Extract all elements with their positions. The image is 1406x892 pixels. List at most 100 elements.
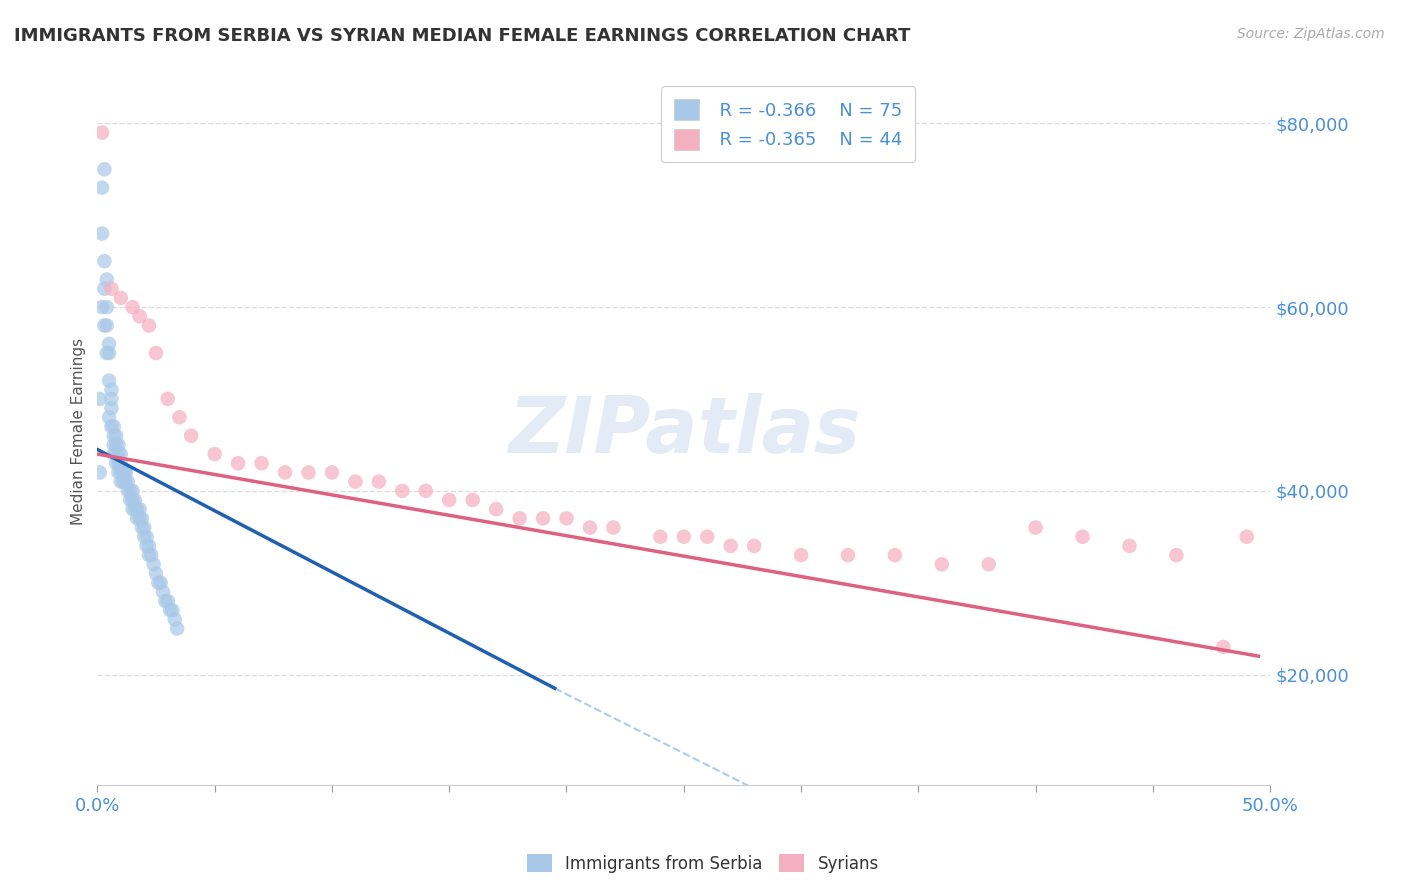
Point xyxy=(93,318,115,333)
Point xyxy=(135,539,157,553)
Point xyxy=(1118,539,1140,553)
Point xyxy=(156,594,179,608)
Point xyxy=(250,456,273,470)
Point xyxy=(145,566,167,581)
Point xyxy=(98,374,121,388)
Point xyxy=(720,539,742,553)
Point xyxy=(415,483,437,498)
Point xyxy=(742,539,765,553)
Point xyxy=(98,336,121,351)
Point xyxy=(367,475,389,489)
Point xyxy=(96,346,118,360)
Point xyxy=(837,548,859,562)
Point xyxy=(128,502,150,516)
Point xyxy=(131,520,153,534)
Point xyxy=(105,456,128,470)
Point xyxy=(1166,548,1188,562)
Point xyxy=(100,282,122,296)
Point xyxy=(121,502,143,516)
Point xyxy=(103,428,125,442)
Point xyxy=(117,475,139,489)
Point xyxy=(166,622,188,636)
Point xyxy=(226,456,249,470)
Text: Source: ZipAtlas.com: Source: ZipAtlas.com xyxy=(1237,27,1385,41)
Point xyxy=(485,502,508,516)
Point xyxy=(650,530,672,544)
Point xyxy=(114,475,136,489)
Point xyxy=(114,466,136,480)
Point xyxy=(107,447,129,461)
Point xyxy=(131,511,153,525)
Point xyxy=(93,254,115,268)
Point xyxy=(100,419,122,434)
Point xyxy=(114,466,136,480)
Point xyxy=(790,548,813,562)
Point xyxy=(1025,520,1047,534)
Point xyxy=(103,447,125,461)
Legend: Immigrants from Serbia, Syrians: Immigrants from Serbia, Syrians xyxy=(520,847,886,880)
Point xyxy=(141,548,163,562)
Point xyxy=(696,530,718,544)
Point xyxy=(169,410,191,425)
Point xyxy=(135,530,157,544)
Point xyxy=(297,466,319,480)
Point xyxy=(103,438,125,452)
Point xyxy=(1212,640,1234,654)
Point xyxy=(602,520,624,534)
Legend:   R = -0.366    N = 75,   R = -0.365    N = 44: R = -0.366 N = 75, R = -0.365 N = 44 xyxy=(661,87,915,162)
Point xyxy=(156,392,179,406)
Point xyxy=(112,466,135,480)
Point xyxy=(91,180,114,194)
Point xyxy=(121,493,143,508)
Point xyxy=(321,466,343,480)
Point xyxy=(531,511,554,525)
Point xyxy=(134,530,156,544)
Point xyxy=(89,466,111,480)
Point xyxy=(110,466,132,480)
Point xyxy=(98,410,121,425)
Point xyxy=(96,300,118,314)
Point xyxy=(163,612,186,626)
Point xyxy=(344,475,367,489)
Point xyxy=(152,585,174,599)
Point xyxy=(124,502,146,516)
Point xyxy=(128,511,150,525)
Point xyxy=(180,428,202,442)
Point xyxy=(93,162,115,177)
Point xyxy=(110,447,132,461)
Point xyxy=(98,346,121,360)
Point xyxy=(672,530,695,544)
Point xyxy=(149,575,172,590)
Point xyxy=(127,502,149,516)
Point xyxy=(162,603,184,617)
Point xyxy=(931,558,953,572)
Point xyxy=(96,318,118,333)
Point xyxy=(159,603,181,617)
Point xyxy=(138,548,160,562)
Point xyxy=(204,447,226,461)
Point xyxy=(1071,530,1094,544)
Point xyxy=(100,392,122,406)
Point xyxy=(105,447,128,461)
Point xyxy=(91,300,114,314)
Point xyxy=(96,272,118,286)
Point xyxy=(117,483,139,498)
Point xyxy=(142,558,165,572)
Point xyxy=(148,575,170,590)
Text: IMMIGRANTS FROM SERBIA VS SYRIAN MEDIAN FEMALE EARNINGS CORRELATION CHART: IMMIGRANTS FROM SERBIA VS SYRIAN MEDIAN … xyxy=(14,27,911,45)
Point xyxy=(120,483,142,498)
Point xyxy=(120,493,142,508)
Point xyxy=(107,466,129,480)
Point xyxy=(134,520,156,534)
Point xyxy=(121,483,143,498)
Point xyxy=(155,594,177,608)
Point xyxy=(509,511,531,525)
Point xyxy=(883,548,905,562)
Point xyxy=(89,392,111,406)
Point xyxy=(138,318,160,333)
Point xyxy=(1236,530,1258,544)
Point xyxy=(110,456,132,470)
Point xyxy=(274,466,297,480)
Point xyxy=(110,291,132,305)
Point xyxy=(461,493,484,508)
